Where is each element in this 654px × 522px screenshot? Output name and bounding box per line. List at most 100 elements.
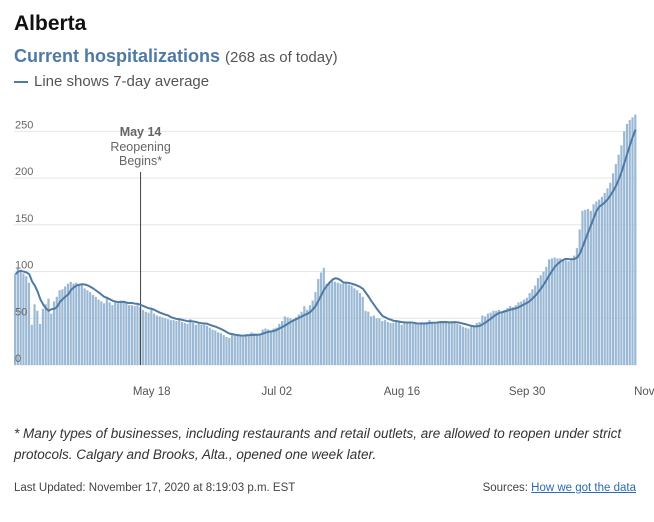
bar	[584, 209, 587, 365]
bar	[161, 317, 164, 365]
bar	[436, 322, 439, 365]
bar	[598, 199, 601, 365]
bar	[484, 316, 487, 365]
bar	[456, 323, 459, 365]
bar	[634, 114, 637, 366]
bar	[603, 193, 606, 365]
bar	[250, 332, 253, 365]
bar	[36, 310, 39, 365]
region-title: Alberta	[14, 12, 87, 35]
bar	[356, 290, 359, 365]
bar	[125, 303, 128, 365]
bar	[253, 333, 256, 365]
bar	[178, 318, 181, 365]
bar	[464, 327, 467, 365]
bar	[69, 281, 72, 365]
bar	[567, 261, 570, 365]
bar	[575, 248, 578, 365]
bar	[400, 324, 403, 365]
bar	[328, 281, 331, 365]
bar	[364, 310, 367, 365]
bar	[158, 316, 161, 365]
bar	[489, 312, 492, 365]
bar	[472, 326, 476, 365]
footnote: * Many types of businesses, including re…	[14, 426, 622, 462]
bar	[14, 274, 17, 365]
sources-link[interactable]: How we got the data	[531, 482, 636, 494]
bar	[600, 196, 604, 365]
bar	[500, 311, 503, 365]
bar	[595, 201, 598, 365]
bar	[41, 308, 44, 365]
bar	[236, 335, 239, 365]
bar	[517, 302, 520, 365]
bar	[72, 283, 75, 365]
bar	[108, 302, 111, 365]
bar	[325, 283, 328, 365]
bar	[80, 285, 83, 365]
bar	[536, 278, 540, 365]
bar	[561, 259, 565, 365]
bar	[406, 322, 409, 365]
bar	[261, 329, 264, 365]
bar	[306, 309, 309, 365]
legend: Line shows 7-day average	[14, 73, 209, 90]
y-tick-label: 250	[15, 119, 33, 131]
y-axis-labels: 0 50 100 150 200 250	[15, 119, 33, 365]
bar	[358, 293, 362, 365]
bar	[450, 322, 453, 365]
bar	[525, 297, 528, 365]
bar	[97, 299, 100, 365]
bar	[103, 303, 106, 365]
bar	[411, 323, 414, 365]
bar	[511, 307, 515, 365]
bar	[141, 309, 145, 365]
bar	[333, 281, 337, 365]
annotation-date: May 14	[120, 125, 162, 139]
bar	[44, 304, 47, 365]
bar	[417, 324, 420, 365]
bar	[408, 322, 412, 365]
bar	[100, 301, 103, 365]
bar	[77, 285, 81, 365]
bar	[230, 333, 234, 365]
bar	[205, 325, 209, 365]
bar	[136, 305, 139, 365]
bar	[27, 282, 31, 365]
bar	[361, 296, 364, 365]
bar	[314, 292, 317, 365]
bar	[172, 320, 175, 365]
bar	[378, 318, 381, 365]
bar	[336, 282, 339, 365]
bar	[342, 283, 345, 365]
bar	[194, 324, 197, 365]
bar	[422, 322, 426, 365]
bar	[94, 296, 97, 365]
bar	[281, 321, 284, 365]
bar	[573, 255, 576, 365]
bar	[442, 322, 445, 365]
bar	[111, 305, 114, 365]
bar	[289, 318, 292, 365]
bar	[395, 320, 398, 365]
bar	[86, 290, 89, 365]
bar	[478, 322, 481, 365]
bar	[628, 120, 631, 365]
bar	[319, 272, 323, 365]
bar	[25, 276, 28, 365]
bar	[470, 326, 473, 365]
bar	[559, 258, 562, 365]
bar	[339, 283, 342, 365]
bar	[433, 323, 437, 365]
y-tick-label: 200	[15, 166, 33, 178]
bar	[264, 328, 267, 365]
bar	[292, 319, 295, 365]
bar	[528, 293, 531, 365]
bar	[258, 335, 261, 365]
bar	[620, 145, 623, 365]
bar	[564, 260, 567, 365]
bar	[322, 267, 325, 365]
bar	[503, 309, 506, 365]
bar	[153, 313, 156, 365]
